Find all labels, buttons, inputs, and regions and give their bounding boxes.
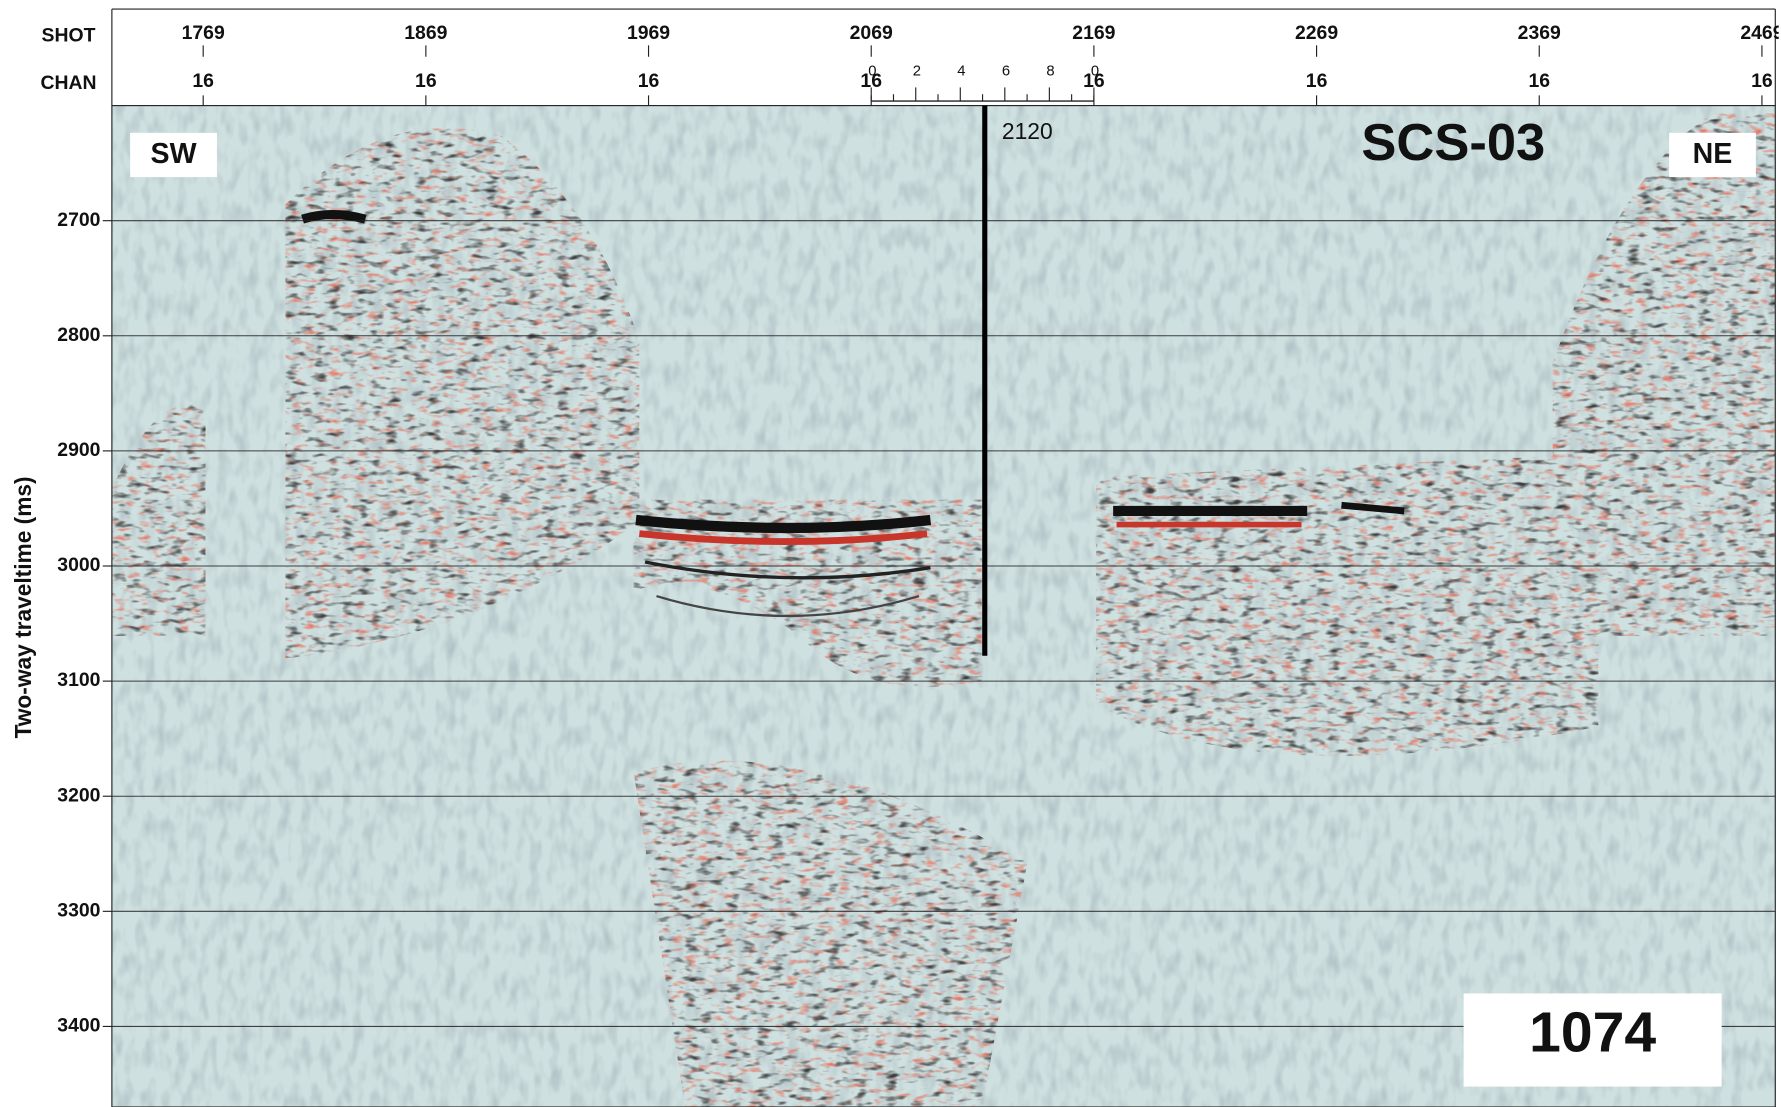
scale-bar-label: 4 (957, 63, 965, 79)
chan-tick-label: 16 (1528, 70, 1550, 92)
chan-tick-label: 16 (192, 70, 214, 92)
shot-tick-label: 2269 (1295, 22, 1338, 44)
shot-tick-label: 1869 (404, 22, 447, 44)
shot-axis-label: SHOT (42, 24, 96, 46)
scale-bar-label: 6 (1002, 63, 1010, 79)
chan-axis-label: CHAN (40, 72, 96, 94)
scale-bar-label: 0 (1091, 63, 1099, 79)
page: SHOT CHAN Two-way traveltime (ms) SW NE … (0, 0, 1781, 1107)
chan-tick-label: 16 (1751, 70, 1773, 92)
y-tick-label: 3200 (57, 784, 100, 806)
shot-tick-label: 2169 (1072, 22, 1115, 44)
shot-tick-label: 2469 (1740, 22, 1781, 44)
scale-bar-label: 2 (913, 63, 921, 79)
direction-label: SW (151, 138, 197, 170)
y-tick-label: 2900 (57, 439, 100, 461)
y-tick-label: 3300 (57, 899, 100, 921)
direction-label: NE (1693, 138, 1733, 170)
scale-bar-label: 0 (868, 63, 876, 79)
shot-tick-label: 2369 (1518, 22, 1561, 44)
chan-tick-label: 16 (1306, 70, 1328, 92)
seismic-figure: SHOT CHAN Two-way traveltime (ms) SW NE … (0, 0, 1781, 1107)
y-tick-label: 3100 (57, 669, 100, 691)
y-tick-label: 3000 (57, 554, 100, 576)
reflector (303, 215, 366, 220)
chan-tick-label: 16 (415, 70, 437, 92)
site-marker-label: 2120 (1002, 118, 1053, 144)
y-tick-label: 2700 (57, 209, 100, 231)
seismic-image (112, 106, 1775, 1107)
shot-tick-label: 1969 (627, 22, 670, 44)
y-axis-label: Two-way traveltime (ms) (10, 476, 36, 738)
scale-bar-label: 8 (1046, 63, 1054, 79)
site-label: 1074 (1529, 1001, 1656, 1065)
chan-tick-label: 16 (638, 70, 660, 92)
shot-tick-label: 1769 (182, 22, 225, 44)
y-tick-label: 3400 (57, 1015, 100, 1037)
top-axis: 1769 1869 1969 2069 2169 2269 2369 2469 16 16 16 16… (182, 22, 1781, 105)
chart-title: SCS-03 (1361, 114, 1545, 172)
shot-tick-label: 2069 (850, 22, 893, 44)
y-tick-label: 2800 (57, 324, 100, 346)
